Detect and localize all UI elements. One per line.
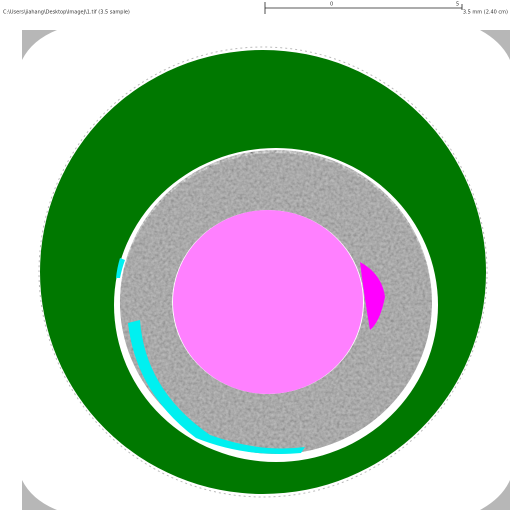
image-info: 3.5 mm (2.40 cm) [463, 10, 508, 16]
header: C:\Users\jiahang\Desktop\ImageJ\1.tif (3… [3, 2, 508, 16]
corner-noise [22, 480, 57, 510]
image [22, 30, 510, 510]
corner-noise [22, 30, 57, 60]
file-path: C:\Users\jiahang\Desktop\ImageJ\1.tif (3… [3, 10, 130, 16]
magenta-region [360, 262, 385, 330]
scale-label: 0 [330, 2, 333, 8]
corner-noise [480, 30, 510, 60]
scale-label: 5 [456, 2, 459, 8]
cyan-region [116, 258, 125, 278]
corner-noise [480, 480, 510, 510]
pink-region [173, 210, 363, 394]
